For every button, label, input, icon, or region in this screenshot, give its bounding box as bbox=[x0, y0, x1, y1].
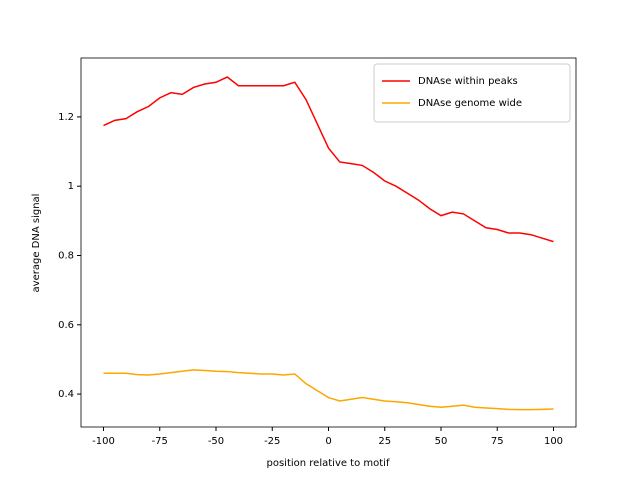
legend-label: DNAse genome wide bbox=[418, 98, 522, 109]
x-tick-label: -50 bbox=[208, 436, 224, 447]
x-tick-label: -100 bbox=[92, 436, 115, 447]
x-tick-label: 25 bbox=[378, 436, 391, 447]
x-tick-label: 0 bbox=[325, 436, 331, 447]
legend-label: DNAse within peaks bbox=[418, 76, 518, 87]
y-tick-label: 0.6 bbox=[58, 320, 74, 331]
x-tick-label: -25 bbox=[264, 436, 280, 447]
data-line bbox=[103, 76, 554, 243]
plot-frame bbox=[80, 57, 577, 428]
y-tick-label: 0.8 bbox=[58, 250, 74, 261]
legend-box bbox=[373, 63, 571, 123]
x-tick-label: 50 bbox=[435, 436, 448, 447]
y-tick-label: 0.4 bbox=[58, 389, 74, 400]
y-tick-label: 1 bbox=[68, 181, 74, 192]
x-tick-label: 75 bbox=[491, 436, 504, 447]
y-axis-label: average DNA signal bbox=[31, 194, 42, 293]
x-axis-label: position relative to motif bbox=[267, 458, 390, 469]
x-tick-label: 100 bbox=[544, 436, 563, 447]
data-line bbox=[103, 369, 554, 411]
y-tick-label: 1.2 bbox=[58, 112, 74, 123]
x-tick-label: -75 bbox=[152, 436, 168, 447]
